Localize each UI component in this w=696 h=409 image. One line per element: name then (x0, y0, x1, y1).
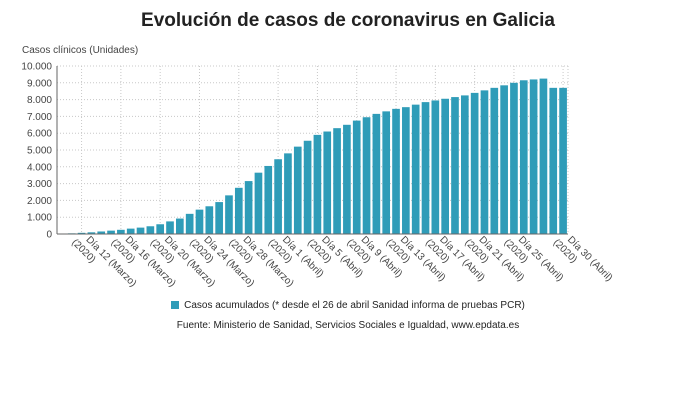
bar (519, 80, 528, 234)
bar (559, 87, 567, 234)
bar (126, 228, 135, 234)
bar (539, 78, 548, 234)
bar (284, 153, 292, 234)
legend-swatch (171, 301, 180, 310)
bar (549, 87, 558, 234)
bar (185, 213, 194, 234)
bar (480, 90, 489, 234)
bar (156, 224, 165, 234)
y-tick-label: 6.000 (27, 129, 52, 140)
bar (343, 124, 351, 234)
bar (146, 226, 155, 234)
y-tick-label: 3.000 (27, 179, 52, 190)
x-tick-label: Día 9 (Abril)(2020) (344, 229, 404, 289)
bar (500, 85, 508, 234)
bar-chart: 0 1.000 2.000 3.000 4.000 5.000 6.000 7.000 8.00… (21, 62, 615, 293)
y-tick-label: 7.000 (27, 112, 52, 123)
bar (264, 165, 273, 234)
bar (176, 218, 184, 234)
bar (431, 100, 440, 234)
bar (244, 181, 253, 234)
y-tick-label: 4.000 (27, 162, 52, 173)
bar (421, 102, 430, 235)
bar (234, 187, 243, 234)
y-tick-label: 5.000 (27, 146, 52, 157)
bar (392, 108, 400, 234)
bar (254, 172, 263, 234)
bar (402, 107, 410, 234)
bar (117, 229, 125, 234)
legend: Casos acumulados (* desde el 26 de abril… (0, 300, 696, 311)
bar (451, 97, 459, 234)
bar (87, 232, 96, 234)
bar (529, 79, 538, 234)
bar (372, 113, 381, 234)
bar (441, 98, 449, 234)
x-tick-label: Día 30 (Abril)(2020) (551, 229, 615, 293)
bar (460, 95, 469, 235)
bar (166, 221, 174, 234)
bar (205, 206, 214, 234)
bar (215, 202, 223, 234)
bar (77, 232, 86, 234)
bar (97, 231, 106, 234)
x-tick-label: Día 5 (Abril)(2020) (305, 229, 365, 289)
bar (510, 82, 518, 234)
y-axis-label: Casos clínicos (Unidades) (22, 45, 139, 56)
bar (411, 104, 420, 234)
y-tick-label: 1.000 (27, 213, 52, 224)
y-tick-label: 10.000 (21, 62, 52, 73)
y-tick-label: 9.000 (27, 78, 52, 89)
bar (107, 230, 115, 234)
y-tick-label: 2.000 (27, 196, 52, 207)
bar (136, 227, 145, 234)
axis-layer (56, 66, 568, 235)
bar (225, 195, 233, 234)
bar (323, 131, 332, 234)
y-tick-label: 0 (46, 230, 52, 241)
bar-layer (58, 78, 567, 235)
bar (303, 140, 312, 234)
bar (362, 117, 371, 234)
bar (274, 159, 282, 234)
source-note: Fuente: Ministerio de Sanidad, Servicios… (176, 320, 520, 331)
legend-label: Casos acumulados (* desde el 26 de abril… (184, 300, 525, 311)
y-tick-label: 8.000 (27, 95, 52, 106)
bar (313, 134, 322, 234)
bar (195, 209, 204, 234)
bar (382, 111, 391, 234)
bar (293, 146, 302, 234)
bar (333, 128, 341, 234)
bar (470, 92, 479, 234)
bar (352, 120, 361, 234)
bar (490, 87, 499, 234)
chart-title: Evolución de casos de coronavirus en Gal… (141, 10, 555, 31)
x-tick-label: Día 1 (Abril)(2020) (266, 229, 326, 289)
